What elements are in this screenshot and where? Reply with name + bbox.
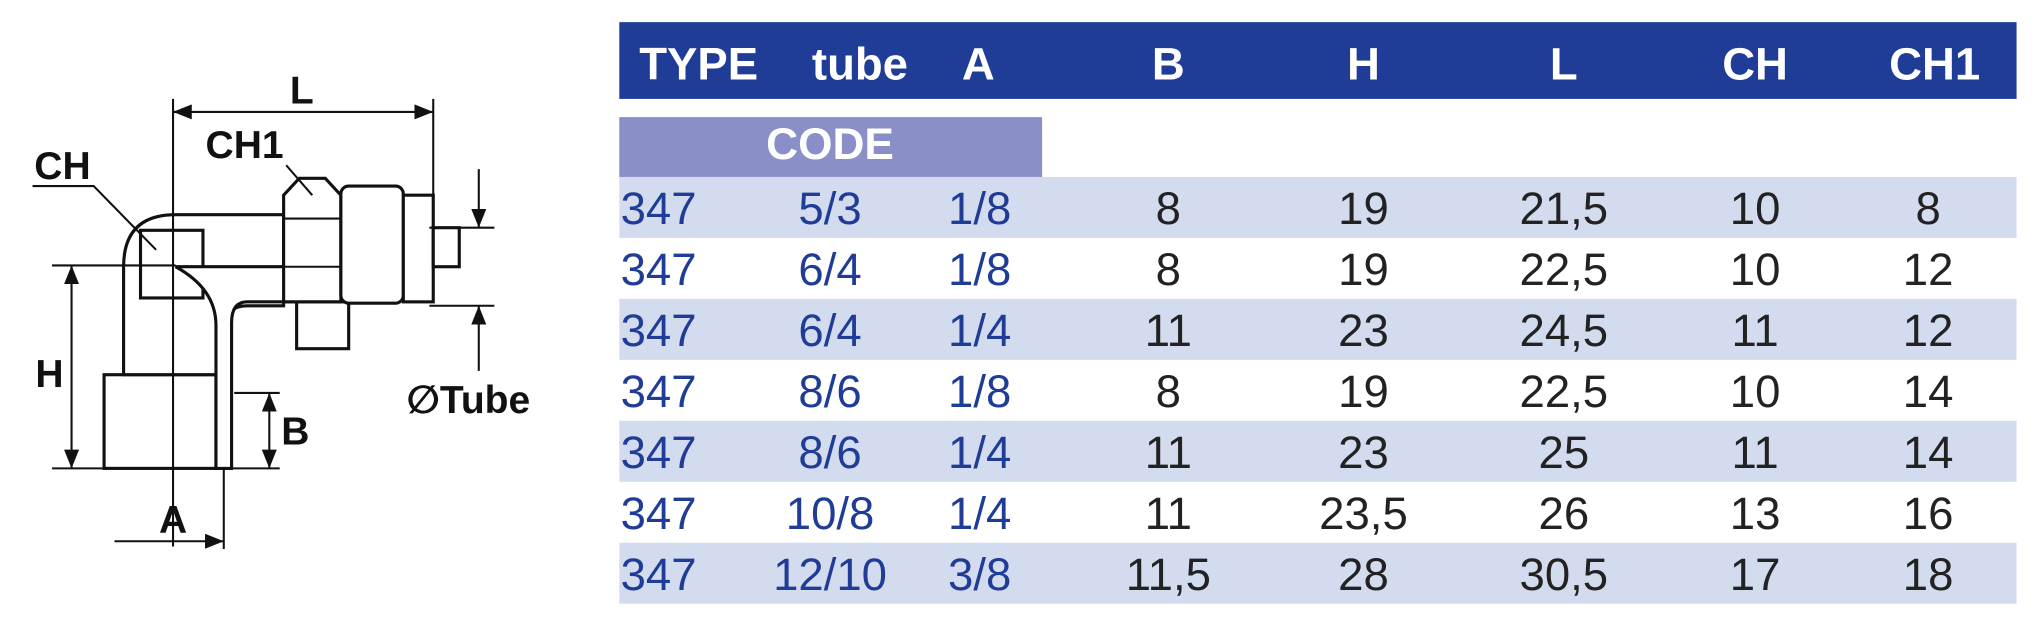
cell: 6/4 <box>798 305 861 356</box>
cell: 23 <box>1338 305 1389 356</box>
row-stripe <box>619 176 2017 238</box>
row-stripe <box>619 542 2017 604</box>
cell: 347 <box>621 183 697 234</box>
dim-label: A <box>159 499 187 542</box>
cell: 22,5 <box>1520 244 1609 295</box>
cell: 11 <box>1145 488 1192 539</box>
cell: 1/4 <box>948 427 1011 478</box>
cell: 11 <box>1731 305 1778 356</box>
column-header: CH <box>1722 38 1788 89</box>
cell: 3/8 <box>948 549 1011 600</box>
code-bar <box>619 117 1043 177</box>
cell: 13 <box>1730 488 1781 539</box>
row-stripe <box>619 420 2017 482</box>
column-header: A <box>962 38 995 89</box>
cell: 16 <box>1903 488 1954 539</box>
cell: 347 <box>621 549 697 600</box>
cell: 10 <box>1730 183 1781 234</box>
cell: 10/8 <box>786 488 875 539</box>
cell: 10 <box>1730 366 1781 417</box>
cell: 347 <box>621 366 697 417</box>
column-header: CH1 <box>1889 38 1980 89</box>
column-header: B <box>1152 38 1185 89</box>
cell: 1/8 <box>948 183 1011 234</box>
cell: 22,5 <box>1520 366 1609 417</box>
cell: 12 <box>1903 305 1954 356</box>
cell: 11 <box>1145 427 1192 478</box>
cell: 11,5 <box>1126 549 1211 600</box>
dim-label: CH <box>34 145 90 188</box>
cell: 18 <box>1903 549 1954 600</box>
cell: 14 <box>1903 427 1954 478</box>
column-header: TYPE <box>639 38 758 89</box>
cell: 8 <box>1156 183 1181 234</box>
column-header: H <box>1347 38 1380 89</box>
cell: 8 <box>1156 244 1181 295</box>
dim-label: B <box>281 410 309 453</box>
cell: 30,5 <box>1520 549 1609 600</box>
dim-label: L <box>290 70 314 113</box>
cell: 8 <box>1156 366 1181 417</box>
cell: 11 <box>1731 427 1778 478</box>
cell: 19 <box>1338 244 1389 295</box>
cell: 28 <box>1338 549 1389 600</box>
header-bar <box>619 22 2017 99</box>
cell: 14 <box>1903 366 1954 417</box>
cell: 19 <box>1338 183 1389 234</box>
dim-label: CH1 <box>206 124 284 167</box>
fitting-drawing: L CH1 CH H B A ∅Tube <box>32 70 531 550</box>
cell: 25 <box>1539 427 1590 478</box>
cell: 23 <box>1338 427 1389 478</box>
cell: 10 <box>1730 244 1781 295</box>
cell: 1/4 <box>948 305 1011 356</box>
cell: 26 <box>1539 488 1590 539</box>
cell: 17 <box>1730 549 1781 600</box>
cell: 23,5 <box>1319 488 1408 539</box>
cell: 12 <box>1903 244 1954 295</box>
cell: 1/4 <box>948 488 1011 539</box>
dim-label: H <box>35 353 63 396</box>
cell: 347 <box>621 244 697 295</box>
table: CODE TYPE tube A B H L CH CH1 347 5/3 1/8 8 19 21,5 10… <box>619 22 2017 604</box>
row-stripe <box>619 298 2017 360</box>
cell: 1/8 <box>948 366 1011 417</box>
cell: 24,5 <box>1520 305 1609 356</box>
cell: 347 <box>621 427 697 478</box>
cell: 19 <box>1338 366 1389 417</box>
cell: 12/10 <box>773 549 887 600</box>
cell: 8 <box>1915 183 1940 234</box>
cell: 5/3 <box>798 183 861 234</box>
column-header: tube <box>812 38 908 89</box>
cell: 1/8 <box>948 244 1011 295</box>
cell: 347 <box>621 488 697 539</box>
cell: 11 <box>1145 305 1192 356</box>
cell: 8/6 <box>798 366 861 417</box>
cell: 347 <box>621 305 697 356</box>
cell: 21,5 <box>1520 183 1609 234</box>
code-label: CODE <box>766 120 894 169</box>
cell: 8/6 <box>798 427 861 478</box>
cell: 6/4 <box>798 244 861 295</box>
dim-label: ∅Tube <box>407 379 531 422</box>
column-header: L <box>1550 38 1578 89</box>
